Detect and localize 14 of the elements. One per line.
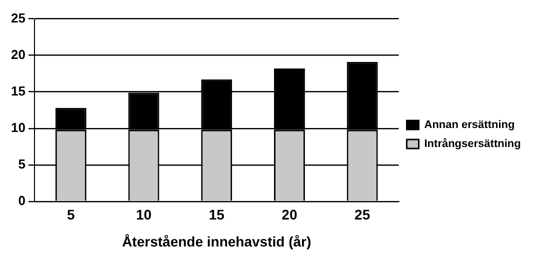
legend-label: Intrångsersättning (424, 137, 521, 150)
y-tick-label: 20 (10, 46, 26, 62)
legend-label: Annan ersättning (424, 119, 515, 132)
x-tick-label: 25 (354, 206, 370, 223)
y-tick-label: 10 (10, 120, 26, 135)
y-tick-label: 15 (10, 83, 26, 98)
x-axis-title: Återstående innehavstid (år) (122, 233, 312, 250)
x-tick-label: 15 (208, 206, 225, 223)
x-tick-label: 10 (136, 206, 152, 223)
y-tick-label: 5 (18, 156, 26, 172)
x-tick-label: 5 (66, 206, 75, 223)
y-tick-label: 25 (10, 10, 26, 26)
y-tick-label: 0 (18, 192, 26, 208)
x-tick-label: 20 (282, 206, 298, 223)
